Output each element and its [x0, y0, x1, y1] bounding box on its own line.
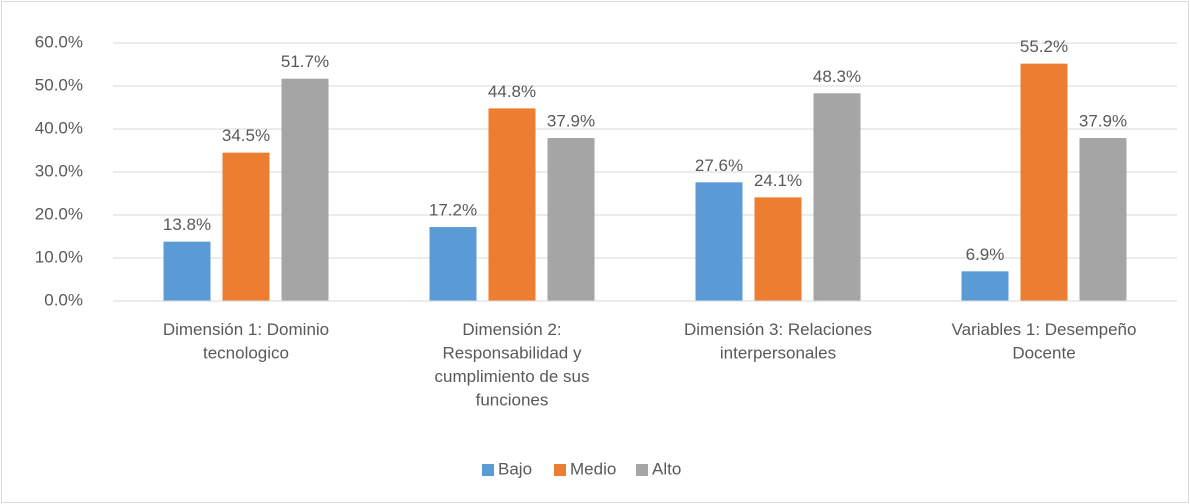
legend-swatch: [554, 464, 566, 476]
bar: [281, 78, 329, 301]
value-label: 24.1%: [754, 171, 802, 190]
bar: [429, 227, 477, 301]
bar: [488, 108, 536, 301]
bar: [754, 197, 802, 301]
y-tick-label: 0.0%: [44, 290, 83, 309]
value-label: 6.9%: [966, 245, 1005, 264]
y-tick-label: 20.0%: [35, 204, 83, 223]
legend-label: Bajo: [498, 459, 532, 478]
legend-label: Alto: [652, 459, 681, 478]
x-tick-label: Dimensión 3: Relaciones interpersonales: [684, 320, 872, 363]
value-label: 34.5%: [222, 126, 270, 145]
value-label: 48.3%: [813, 67, 861, 86]
legend-swatch: [482, 464, 494, 476]
value-label: 44.8%: [488, 82, 536, 101]
bar: [1020, 63, 1068, 301]
value-label: 27.6%: [695, 156, 743, 175]
y-tick-label: 40.0%: [35, 118, 83, 137]
legend-swatch: [636, 464, 648, 476]
bar: [547, 138, 595, 301]
bar: [813, 93, 861, 301]
bar: [222, 152, 270, 301]
bar: [695, 182, 743, 301]
x-tick-label: Dimensión 2: Responsabilidad y cumplimient…: [435, 320, 590, 410]
x-tick-label: Variables 1: Desempeño Docente: [952, 320, 1137, 363]
bar: [163, 241, 211, 301]
value-label: 51.7%: [281, 52, 329, 71]
value-label: 55.2%: [1020, 37, 1068, 56]
y-tick-label: 10.0%: [35, 247, 83, 266]
value-label: 37.9%: [547, 112, 595, 131]
value-label: 13.8%: [163, 215, 211, 234]
bar: [1079, 138, 1127, 301]
y-tick-label: 60.0%: [35, 32, 83, 51]
legend-label: Medio: [570, 459, 616, 478]
y-tick-label: 30.0%: [35, 161, 83, 180]
bar: [961, 271, 1009, 301]
value-label: 17.2%: [429, 201, 477, 220]
x-tick-label: Dimensión 1: Dominio tecnologico: [163, 320, 329, 363]
y-tick-label: 50.0%: [35, 75, 83, 94]
value-label: 37.9%: [1079, 112, 1127, 131]
